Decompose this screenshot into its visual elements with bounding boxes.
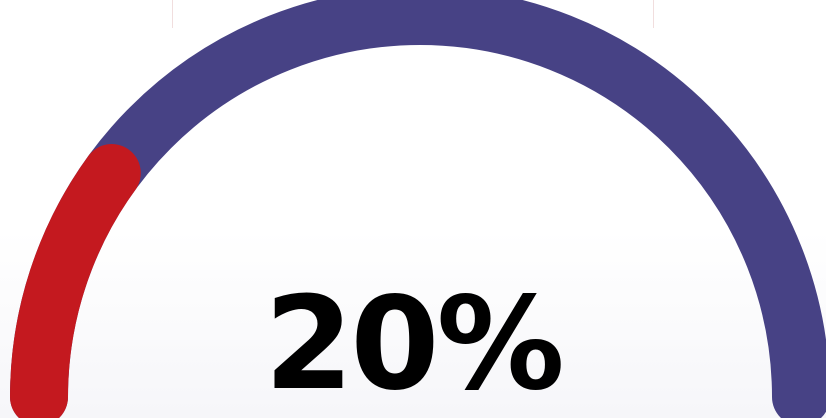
gauge-percent-label: 20% xyxy=(264,270,564,419)
guide-line-left xyxy=(172,0,173,28)
guide-line-right xyxy=(653,0,654,28)
gauge-progress-arc xyxy=(10,144,141,418)
